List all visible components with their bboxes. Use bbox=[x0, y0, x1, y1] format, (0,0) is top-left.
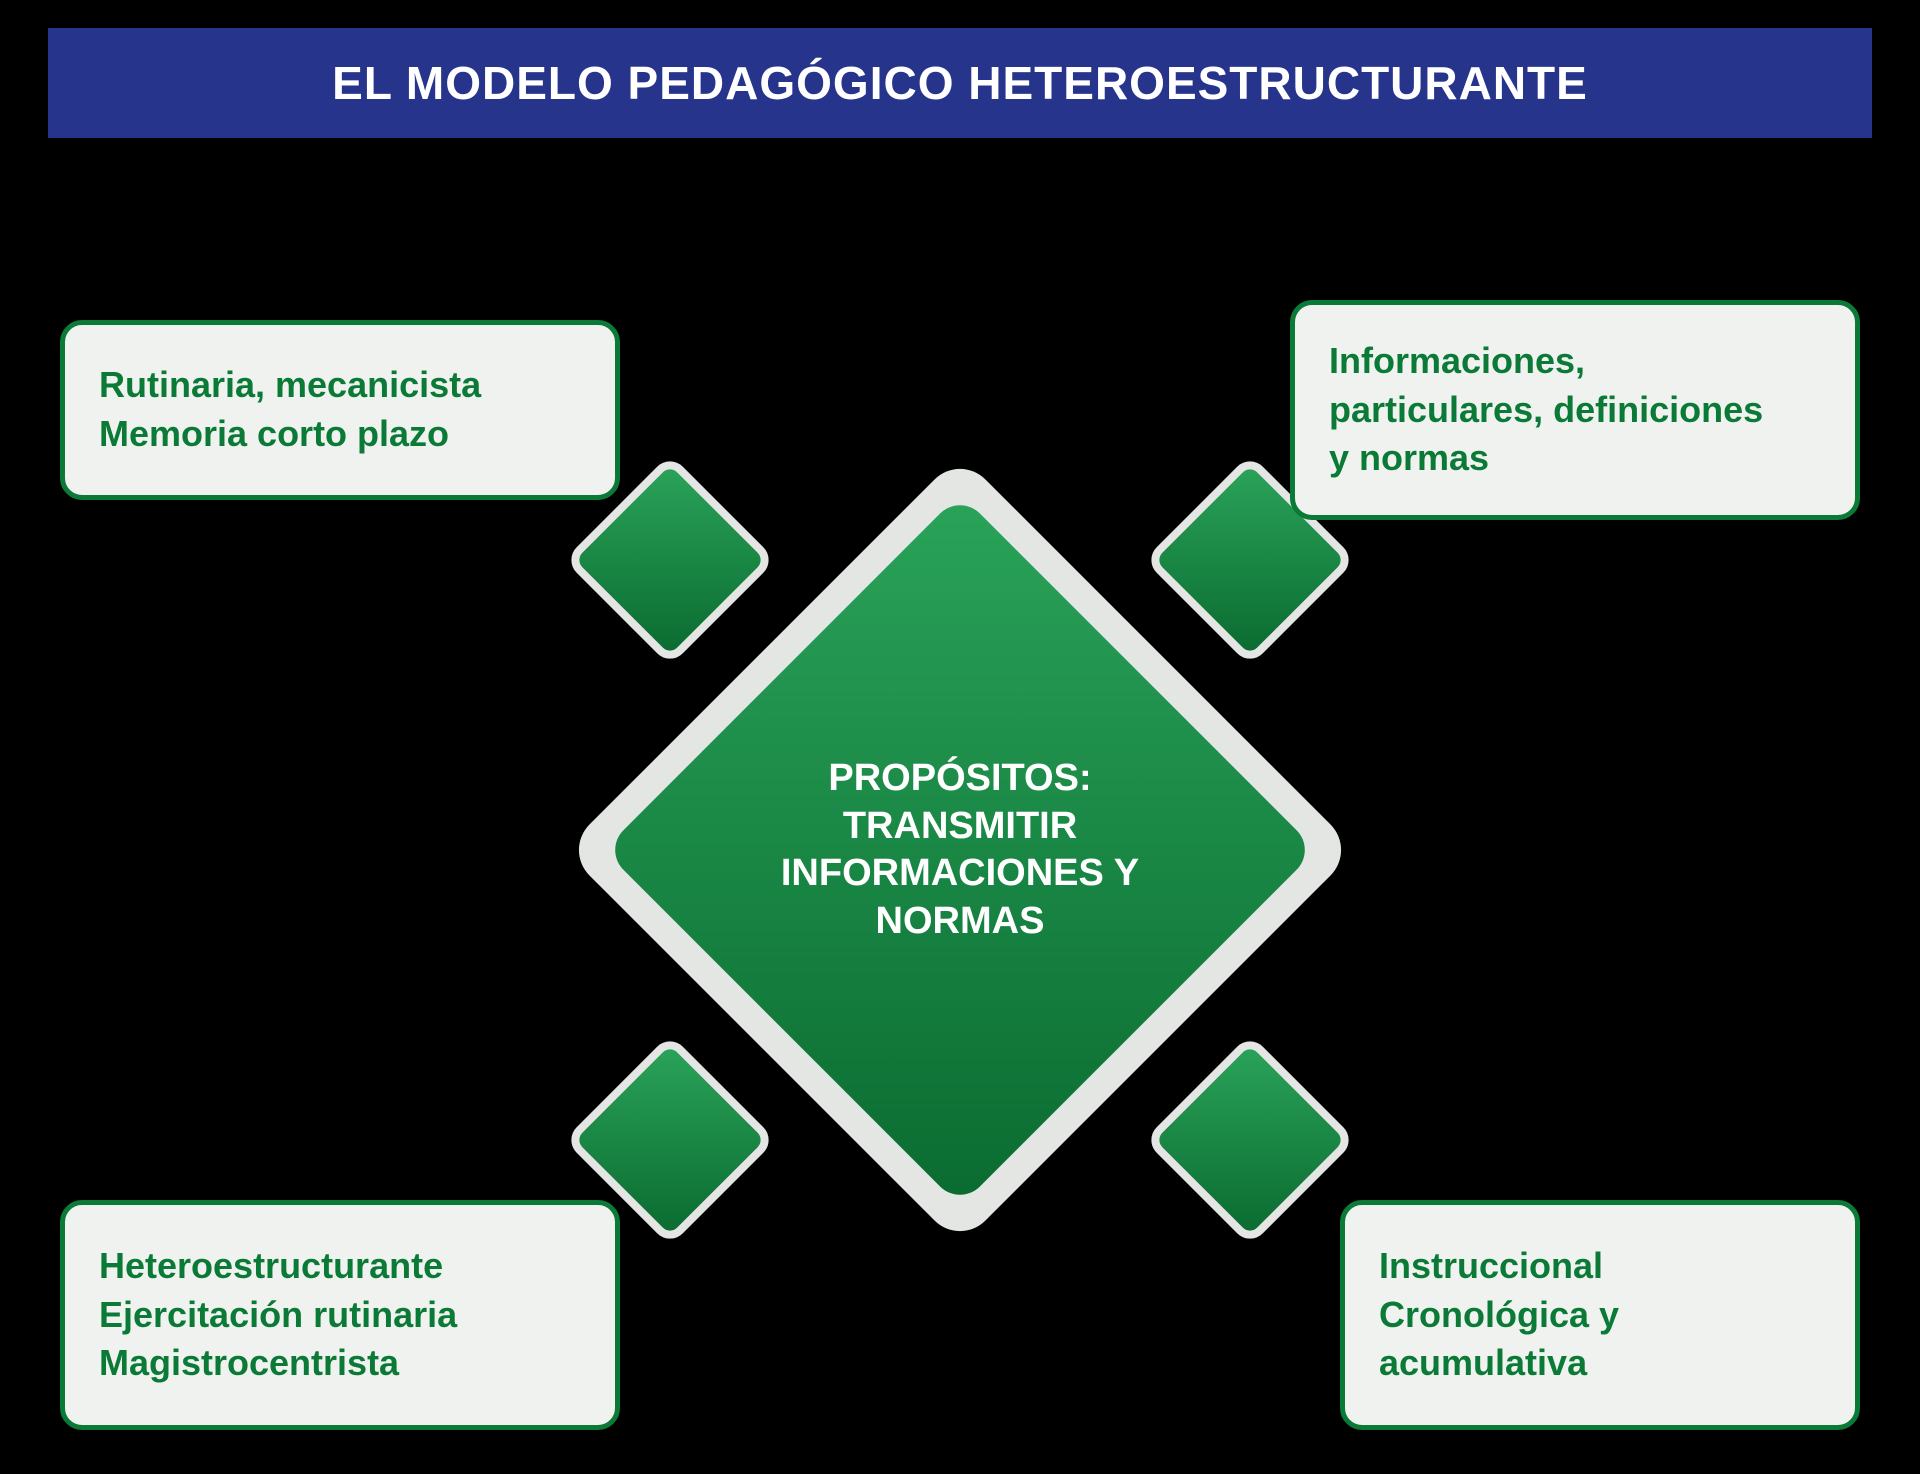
center-line-3: INFORMACIONES bbox=[781, 852, 1104, 894]
card-br-line2: Cronológica y bbox=[1379, 1291, 1821, 1340]
card-br-line3: acumulativa bbox=[1379, 1339, 1821, 1388]
page-title: EL MODELO PEDAGÓGICO HETEROESTRUCTURANTE bbox=[332, 56, 1588, 110]
card-bottom-right: Instruccional Cronológica y acumulativa bbox=[1340, 1200, 1860, 1430]
card-tl-line1: Rutinaria, mecanicista bbox=[99, 361, 581, 410]
card-bottom-left: Heteroestructurante Ejercitación rutinar… bbox=[60, 1200, 620, 1430]
card-top-right: Informaciones, particulares, definicione… bbox=[1290, 300, 1860, 520]
card-bl-line3: Magistrocentrista bbox=[99, 1339, 581, 1388]
card-tl-line2: Memoria corto plazo bbox=[99, 410, 581, 459]
diagram-area: PROPÓSITOS: TRANSMITIR INFORMACIONES Y N… bbox=[0, 230, 1920, 1474]
title-bar: EL MODELO PEDAGÓGICO HETEROESTRUCTURANTE bbox=[48, 28, 1872, 138]
connector-diamond-bl bbox=[595, 1065, 745, 1215]
card-bl-line2: Ejercitación rutinaria bbox=[99, 1291, 581, 1340]
card-tr-line2: particulares, definiciones bbox=[1329, 386, 1821, 435]
connector-diamond-tl bbox=[595, 485, 745, 635]
card-tr-line1: Informaciones, bbox=[1329, 337, 1821, 386]
center-label: PROPÓSITOS: TRANSMITIR INFORMACIONES Y N… bbox=[680, 570, 1240, 1130]
center-diamond: PROPÓSITOS: TRANSMITIR INFORMACIONES Y N… bbox=[680, 570, 1240, 1130]
connector-diamond-br bbox=[1175, 1065, 1325, 1215]
center-line-2: TRANSMITIR bbox=[843, 805, 1077, 847]
card-br-line1: Instruccional bbox=[1379, 1242, 1821, 1291]
card-bl-line1: Heteroestructurante bbox=[99, 1242, 581, 1291]
card-tr-line3: y normas bbox=[1329, 434, 1821, 483]
center-line-1: PROPÓSITOS: bbox=[828, 757, 1091, 799]
card-top-left: Rutinaria, mecanicista Memoria corto pla… bbox=[60, 320, 620, 500]
